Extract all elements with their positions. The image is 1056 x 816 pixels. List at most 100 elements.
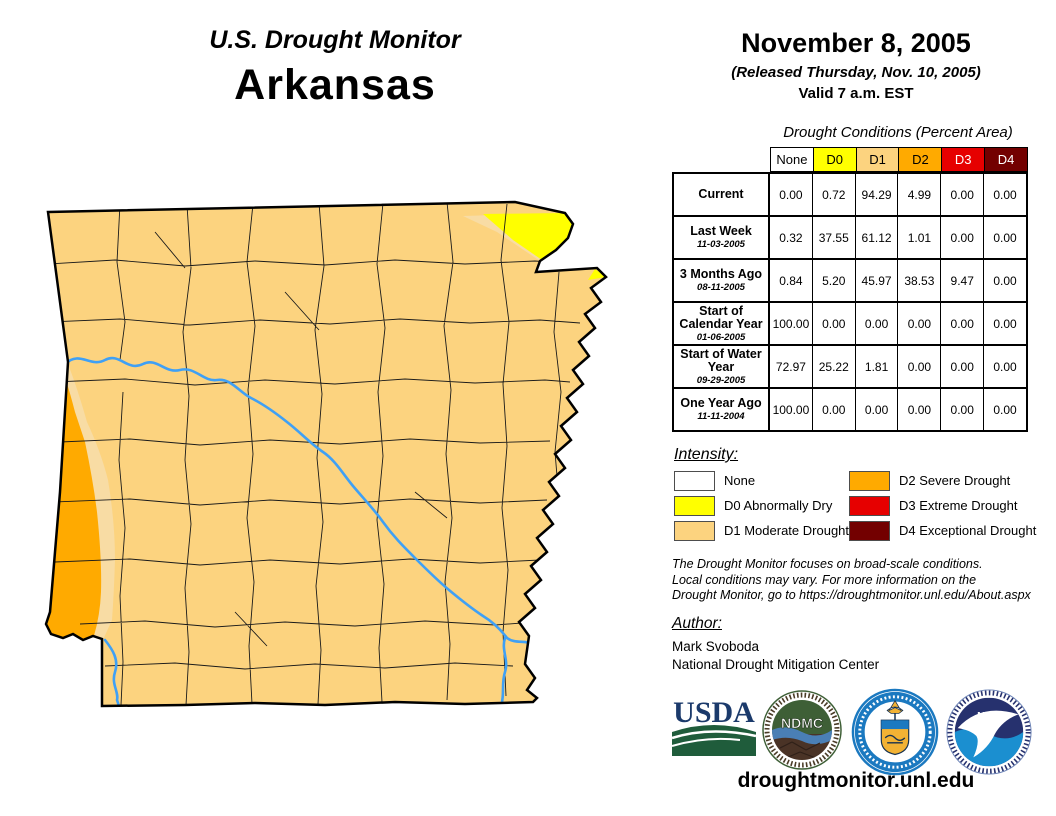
table-header-row: None D0 D1 D2 D3 D4 <box>770 147 1028 172</box>
ndmc-logo: NDMC <box>762 690 842 770</box>
row-label: Start of Calendar Year 01-06-2005 <box>674 303 770 344</box>
ndmc-ring-text <box>764 692 840 768</box>
author-organization: National Drought Mitigation Center <box>672 657 880 672</box>
legend-swatch <box>849 470 890 491</box>
doc-seal-logo <box>851 688 939 776</box>
table-cell: 0.00 <box>779 187 803 202</box>
table-cell: 100.00 <box>772 316 810 331</box>
table-row-3-months-ago: 3 Months Ago 08-11-2005 0.84 5.20 45.97 38.53… <box>674 258 1026 301</box>
row-label: Start of Water Year 09-29-2005 <box>674 346 770 387</box>
table-row-start-of-water-year: Start of Water Year 09-29-2005 72.97 25.22 1… <box>674 344 1026 387</box>
table-cell: 0.00 <box>897 346 940 387</box>
table-cell: 45.97 <box>854 260 898 301</box>
ndmc-text: NDMC <box>781 715 823 731</box>
table-row-last-week: Last Week 11-03-2005 0.32 37.55 61.12 1.01 0.0… <box>674 215 1026 258</box>
author-name: Mark Svoboda <box>672 639 760 654</box>
d1-region <box>46 202 606 706</box>
row-label: One Year Ago 11-11-2004 <box>674 389 770 430</box>
legend-swatch <box>674 520 715 541</box>
legend-swatch <box>674 470 715 491</box>
table-cell: 0.00 <box>897 389 940 430</box>
table-cell: 37.55 <box>811 217 855 258</box>
table-cell: 72.97 <box>775 359 806 374</box>
legend-label: D1 Moderate Drought <box>724 523 850 538</box>
river-south-branch <box>499 636 508 706</box>
disclaimer-line: The Drought Monitor focuses on broad-sca… <box>672 557 983 571</box>
column-header-d3: D3 <box>941 147 986 172</box>
arkansas-river <box>63 356 509 640</box>
d0-region <box>483 213 573 260</box>
table-cell: 0.00 <box>940 217 983 258</box>
legend-item-d3: D3 Extreme Drought <box>849 493 1036 518</box>
legend-item-d0: D0 Abnormally Dry <box>674 493 849 518</box>
table-cell: 0.00 <box>940 174 983 215</box>
legend-swatch <box>674 495 715 516</box>
title-block: U.S. Drought Monitor Arkansas <box>70 26 600 110</box>
table-row-start-of-calendar-year: Start of Calendar Year 01-06-2005 100.00 0.… <box>674 301 1026 344</box>
legend-swatch <box>849 495 890 516</box>
legend-column-left: None D0 Abnormally Dry D1 Moderate Drought <box>674 468 849 543</box>
doc-eagle <box>886 699 904 714</box>
noaa-logo: NOAA <box>946 689 1032 775</box>
noaa-bird <box>957 710 1019 758</box>
table-cell: 0.00 <box>983 389 1026 430</box>
noaa-ring-text <box>947 690 1031 774</box>
table-row-one-year-ago: One Year Ago 11-11-2004 100.00 0.00 0.00 0.00… <box>674 387 1026 430</box>
doc-ring-text <box>858 695 932 769</box>
table-cell: 61.12 <box>854 217 898 258</box>
noaa-text: NOAA <box>977 710 1009 722</box>
author-heading: Author: <box>672 615 722 632</box>
website-url: droughtmonitor.unl.edu <box>737 769 975 792</box>
column-header-none: None <box>770 147 814 172</box>
legend-item-d1: D1 Moderate Drought <box>674 518 849 543</box>
table-cell: 0.00 <box>983 346 1026 387</box>
table-cell: 0.32 <box>779 230 803 245</box>
table-cell: 0.00 <box>854 389 898 430</box>
table-body: Current 0.00 0.72 94.29 4.99 0.00 0.00 Last Wee… <box>672 172 1028 432</box>
legend-column-right: D2 Severe Drought D3 Extreme Drought D4 Ex… <box>849 468 1036 543</box>
legend-heading: Intensity: <box>674 446 739 463</box>
report-title: U.S. Drought Monitor <box>209 26 461 54</box>
legend-swatch <box>849 520 890 541</box>
row-label: Current <box>674 174 770 215</box>
legend-item-d2: D2 Severe Drought <box>849 468 1036 493</box>
map-date: November 8, 2005 <box>741 28 971 58</box>
table-cell: 0.00 <box>983 260 1026 301</box>
column-header-d0: D0 <box>812 147 857 172</box>
table-title: Drought Conditions (Percent Area) <box>783 124 1013 141</box>
disclaimer-text: The Drought Monitor focuses on broad-sca… <box>672 557 1056 604</box>
legend-label: D3 Extreme Drought <box>899 498 1018 513</box>
usda-logo: USDA <box>671 696 757 756</box>
table-cell: 38.53 <box>897 260 940 301</box>
table-cell: 5.20 <box>811 260 855 301</box>
table-cell: 0.00 <box>940 389 983 430</box>
d0-sliver <box>588 269 606 280</box>
column-header-d1: D1 <box>855 147 900 172</box>
table-cell: 0.72 <box>811 174 855 215</box>
table-cell: 0.00 <box>940 303 983 344</box>
county-lines <box>47 202 581 706</box>
legend-label: D0 Abnormally Dry <box>724 498 833 513</box>
table-cell: 94.29 <box>854 174 898 215</box>
usda-text: USDA <box>673 696 755 729</box>
table-cell: 0.00 <box>983 174 1026 215</box>
table-cell: 0.00 <box>811 389 855 430</box>
row-label: 3 Months Ago 08-11-2005 <box>674 260 770 301</box>
table-cell: 0.00 <box>983 303 1026 344</box>
table-cell: 0.00 <box>897 303 940 344</box>
table-cell: 0.84 <box>779 273 803 288</box>
table-cell: 9.47 <box>940 260 983 301</box>
table-cell: 4.99 <box>897 174 940 215</box>
valid-time: Valid 7 a.m. EST <box>798 85 914 102</box>
column-header-d4: D4 <box>984 147 1028 172</box>
legend-label: None <box>724 473 756 488</box>
usda-field <box>672 725 756 756</box>
table-cell: 1.01 <box>897 217 940 258</box>
legend-item-none: None <box>674 468 849 493</box>
column-header-d2: D2 <box>898 147 943 172</box>
legend-label: D4 Exceptional Drought <box>899 523 1037 538</box>
state-outline <box>44 200 608 708</box>
southwest-river <box>103 638 121 706</box>
table-cell: 0.00 <box>811 303 855 344</box>
table-cell: 1.81 <box>854 346 898 387</box>
